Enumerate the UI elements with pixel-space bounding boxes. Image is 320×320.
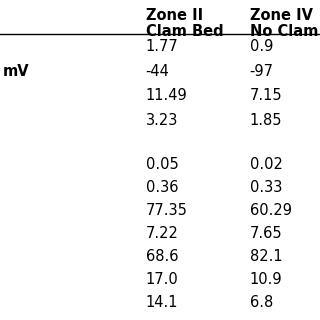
Text: 68.6: 68.6 [146, 249, 178, 264]
Text: 7.22: 7.22 [146, 226, 179, 241]
Text: 7.65: 7.65 [250, 226, 282, 241]
Text: 60.29: 60.29 [250, 203, 292, 218]
Text: 11.49: 11.49 [146, 88, 187, 103]
Text: 6.8: 6.8 [250, 295, 273, 310]
Text: 14.1: 14.1 [146, 295, 178, 310]
Text: 10.9: 10.9 [250, 272, 282, 287]
Text: 0.9: 0.9 [250, 39, 273, 54]
Text: 0.02: 0.02 [250, 157, 283, 172]
Text: 3.23: 3.23 [146, 113, 178, 128]
Text: mV: mV [3, 64, 30, 78]
Text: 0.05: 0.05 [146, 157, 178, 172]
Text: 17.0: 17.0 [146, 272, 178, 287]
Text: 77.35: 77.35 [146, 203, 188, 218]
Text: 1.77: 1.77 [146, 39, 178, 54]
Text: -44: -44 [146, 64, 170, 78]
Text: 82.1: 82.1 [250, 249, 282, 264]
Text: Zone IV: Zone IV [250, 8, 313, 23]
Text: 0.33: 0.33 [250, 180, 282, 195]
Text: No Clam: No Clam [250, 24, 318, 39]
Text: 0.36: 0.36 [146, 180, 178, 195]
Text: Clam Bed: Clam Bed [146, 24, 223, 39]
Text: Zone II: Zone II [146, 8, 203, 23]
Text: 7.15: 7.15 [250, 88, 282, 103]
Text: 1.85: 1.85 [250, 113, 282, 128]
Text: -97: -97 [250, 64, 274, 78]
